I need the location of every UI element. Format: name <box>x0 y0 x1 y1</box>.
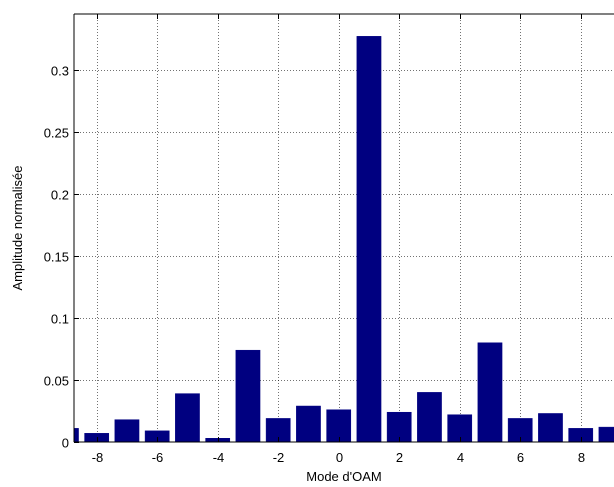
x-tick-label: -2 <box>273 450 285 465</box>
bar <box>598 426 614 443</box>
x-tick-label: -4 <box>213 450 225 465</box>
y-tick-label: 0.3 <box>51 64 69 79</box>
y-tick-labels: 0 0.05 0.1 0.15 0.2 0.25 0.3 <box>44 64 69 451</box>
x-tick-label: 6 <box>517 450 524 465</box>
x-tick-label: 2 <box>396 450 403 465</box>
bar <box>205 438 231 443</box>
tick-marks <box>74 14 582 443</box>
y-tick-label: 0.15 <box>44 250 69 265</box>
y-tick-label: 0.05 <box>44 374 69 389</box>
x-tick-label: -8 <box>92 450 104 465</box>
bar <box>296 405 321 443</box>
y-tick-label: 0 <box>62 436 69 451</box>
x-tick-label: 0 <box>336 450 343 465</box>
bar <box>326 409 352 443</box>
bar <box>568 428 594 443</box>
bar <box>356 36 382 443</box>
x-tick-labels: -8 -6 -4 -2 0 2 4 6 8 <box>92 450 585 465</box>
bars <box>73 36 614 443</box>
bar <box>538 413 563 443</box>
bar <box>417 392 442 443</box>
bar <box>114 419 140 443</box>
y-tick-label: 0.2 <box>51 188 69 203</box>
x-tick-label: 4 <box>457 450 464 465</box>
y-axis-label: Amplitude normalisée <box>10 165 25 290</box>
y-tick-label: 0.1 <box>51 312 69 327</box>
x-tick-label: 8 <box>578 450 585 465</box>
bar <box>477 342 503 443</box>
axes <box>73 13 614 443</box>
bar <box>447 414 473 443</box>
grid-lines <box>74 14 614 442</box>
plot-background <box>74 14 614 442</box>
bar <box>73 428 79 443</box>
bar <box>175 393 200 443</box>
x-tick-label: -6 <box>152 450 164 465</box>
y-tick-label: 0.25 <box>44 126 69 141</box>
bar <box>235 349 261 443</box>
bar <box>84 433 110 443</box>
x-axis-label: Mode d'OAM <box>306 469 381 484</box>
